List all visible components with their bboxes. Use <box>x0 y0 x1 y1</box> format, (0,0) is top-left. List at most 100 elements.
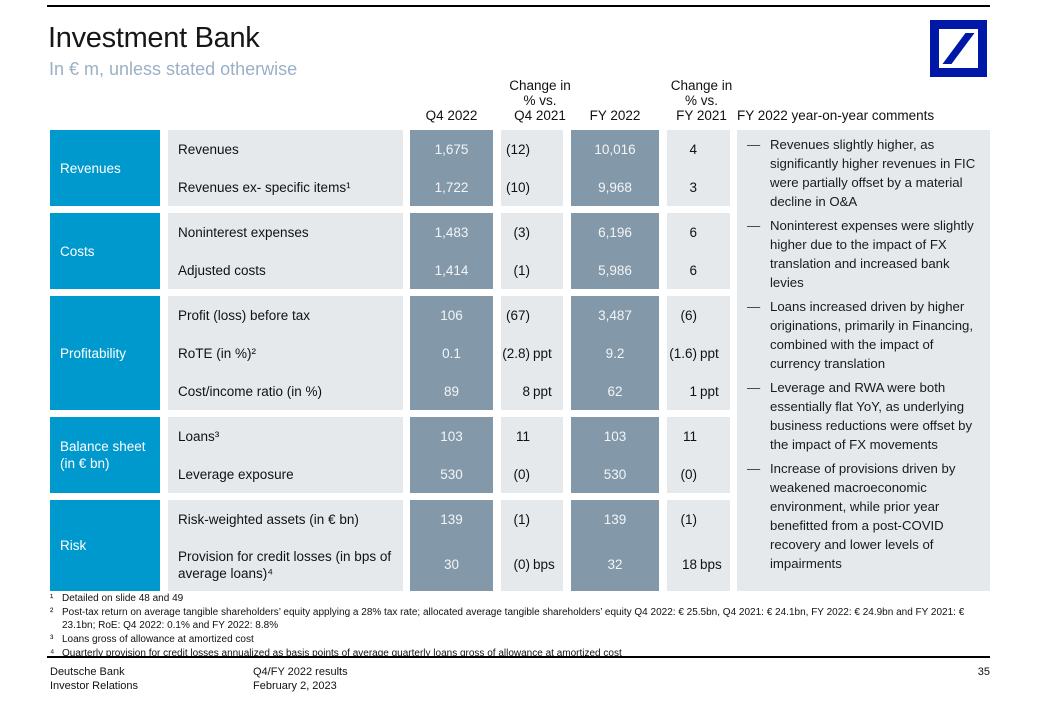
change-value: 18 <box>681 557 697 572</box>
fy-value: 3,487 <box>598 307 632 323</box>
change-value: (1.6) <box>669 345 697 361</box>
change-value: (0) <box>513 557 531 572</box>
change-value: (0) <box>513 466 531 482</box>
q4-change: 11 <box>501 417 563 455</box>
change-value: (67) <box>505 307 530 323</box>
footnote-marker: ¹ <box>50 593 54 604</box>
fy-value: 139 <box>603 511 627 527</box>
comment-item: — Leverage and RWA were both essentially… <box>747 378 982 454</box>
change-value: 6 <box>689 262 697 278</box>
top-rule <box>47 5 990 7</box>
fy-value: 32 <box>607 557 623 572</box>
bottom-rule <box>47 656 990 658</box>
bullet-dash-icon: — <box>747 137 761 152</box>
fy-value: 9.2 <box>605 345 625 361</box>
change-value: 1 <box>689 383 697 399</box>
category-badge-profitability: Profitability <box>50 296 160 410</box>
change-value: 6 <box>689 224 697 240</box>
row-label: Revenues <box>178 141 239 157</box>
q4-change-column: (12) (10) <box>501 130 563 206</box>
comment-item: — Increase of provisions driven by weake… <box>747 459 982 573</box>
fy-value-column: 6,196 5,986 <box>571 213 659 289</box>
q4-value: 530 <box>440 466 463 482</box>
bullet-dash-icon: — <box>747 218 761 233</box>
footnote: ⁴ Quarterly provision for credit losses … <box>50 648 990 661</box>
column-header-comments: FY 2022 year-on-year comments <box>737 108 935 123</box>
footer-event: Q4/FY 2022 results February 2, 2023 <box>253 666 348 693</box>
q4-change-column: 11 (0) <box>501 417 563 493</box>
fy-change: 18 bps <box>667 538 730 591</box>
fy-change-column: (6) (1.6) ppt 1 ppt <box>667 296 730 410</box>
fy-value: 10,016 <box>594 141 636 157</box>
fy-change-column: 6 6 <box>667 213 730 289</box>
footer-company-line1: Deutsche Bank <box>50 666 125 678</box>
footnote-text: Post-tax return on average tangible shar… <box>62 607 965 631</box>
change-value: 4 <box>689 141 697 157</box>
row-label: Risk-weighted assets (in € bn) <box>178 511 359 527</box>
page-title: Investment Bank <box>48 22 260 54</box>
q4-value-column: 1,483 1,414 <box>410 213 493 289</box>
change-unit: bps <box>700 557 722 572</box>
q4-change: (1) <box>501 500 563 538</box>
change-value: (10) <box>505 179 530 195</box>
q4-change: (1) <box>501 251 563 289</box>
fy-change-column: (1) 18 bps <box>667 500 730 591</box>
change-value: (1) <box>513 511 531 527</box>
comment-item: — Noninterest expenses were slightly hig… <box>747 216 982 292</box>
column-header-change-fy: Change in % vs. FY 2021 <box>664 78 739 123</box>
bullet-dash-icon: — <box>747 299 761 314</box>
bullet-dash-icon: — <box>747 461 761 476</box>
change-unit: ppt <box>533 345 552 361</box>
fy-change: (0) <box>667 455 730 493</box>
q4-value: 139 <box>440 511 463 527</box>
q4-value: 103 <box>440 428 463 444</box>
fy-change: 6 <box>667 213 730 251</box>
page-subtitle: In € m, unless stated otherwise <box>49 59 298 79</box>
footnote-marker: ⁴ <box>50 647 55 659</box>
fy-value: 6,196 <box>598 224 632 240</box>
row-label-column: Revenues Revenues ex- specific items¹ <box>168 130 403 206</box>
fy-change-column: 11 (0) <box>667 417 730 493</box>
footnote: ³ Loans gross of allowance at amortized … <box>50 634 990 647</box>
q4-change: (0) bps <box>501 538 563 591</box>
q4-change-column: (1) (0) bps <box>501 500 563 591</box>
table-group-profitability: Profitability Profit (loss) before tax R… <box>50 296 730 410</box>
table-group-costs: Costs Noninterest expenses Adjusted cost… <box>50 213 730 289</box>
change-value: (0) <box>680 466 698 482</box>
change-value: (2.8) <box>502 345 530 361</box>
q4-value: 106 <box>440 307 463 323</box>
footnote-marker: ³ <box>50 633 54 645</box>
comment-text: Noninterest expenses were slightly highe… <box>770 218 974 290</box>
row-label: Leverage exposure <box>178 466 294 482</box>
footnote-marker: ² <box>50 607 54 618</box>
column-header-line: Change in <box>670 78 733 93</box>
footer-event-line1: Q4/FY 2022 results <box>253 666 348 678</box>
column-header-fy-2022: FY 2022 <box>589 108 641 123</box>
footnote-text: Quarterly provision for credit losses an… <box>62 647 622 659</box>
category-badge-balance-sheet: Balance sheet (in € bn) <box>50 417 160 493</box>
row-label-column: Noninterest expenses Adjusted costs <box>168 213 403 289</box>
fy-value-column: 10,016 9,968 <box>571 130 659 206</box>
fy-change: 3 <box>667 168 730 206</box>
change-value: 3 <box>689 179 697 195</box>
comment-text: Revenues slightly higher, as significant… <box>770 137 976 209</box>
q4-value: 1,414 <box>434 262 469 278</box>
fy-change: 1 ppt <box>667 372 730 410</box>
column-header-line: Q4 2021 <box>514 108 566 123</box>
fy-value-column: 139 32 <box>571 500 659 591</box>
table-group-revenues: Revenues Revenues Revenues ex- specific … <box>50 130 730 206</box>
row-label: Provision for credit losses (in bps of a… <box>178 548 392 581</box>
row-label: Loans³ <box>178 428 220 444</box>
column-header-q4-2022: Q4 2022 <box>425 108 478 123</box>
column-header-line: Change in <box>509 78 571 93</box>
page-number: 35 <box>977 666 990 678</box>
row-label-column: Loans³ Leverage exposure <box>168 417 403 493</box>
q4-change-column: (67) (2.8) ppt 8 ppt <box>501 296 563 410</box>
q4-value: 0.1 <box>442 345 461 361</box>
table-group-balance-sheet: Balance sheet (in € bn) Loans³ Leverage … <box>50 417 730 493</box>
comment-item: — Revenues slightly higher, as significa… <box>747 135 982 211</box>
q4-change: (3) <box>501 213 563 251</box>
change-value: 11 <box>682 428 697 444</box>
q4-change: (10) <box>501 168 563 206</box>
q4-change: (67) <box>501 296 563 334</box>
